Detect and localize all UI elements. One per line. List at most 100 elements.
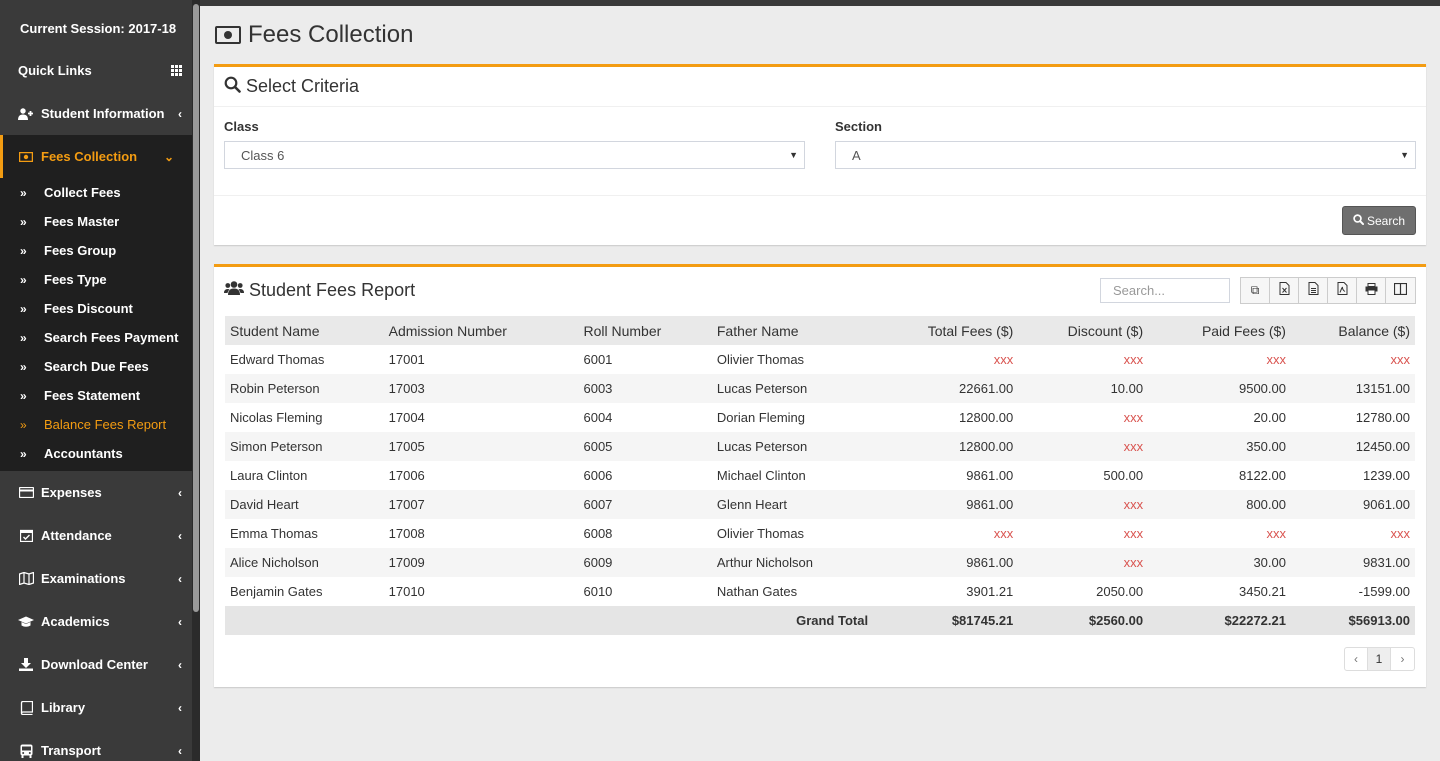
table-cell: Olivier Thomas [716, 526, 805, 541]
search-icon [224, 76, 241, 98]
table-row: Alice Nicholson 17009 6009 Arthur Nicholson… [225, 548, 1415, 577]
download-icon [18, 658, 34, 671]
search-button[interactable]: Search [1341, 206, 1416, 235]
table-cell: 6010 [583, 584, 613, 599]
table-cell: Arthur Nicholson [711, 548, 874, 577]
table-cell: 12780.00 [1355, 410, 1410, 425]
table-cell: xxx [1018, 490, 1149, 519]
submenu-item-label: Fees Statement [44, 388, 141, 403]
table-cell: 13151.00 [1290, 374, 1415, 403]
sidebar-scrollbar[interactable] [192, 0, 200, 761]
bus-icon [18, 744, 34, 758]
column-header[interactable]: Discount ($) [1018, 316, 1149, 345]
submenu-item-fees-discount[interactable]: » Fees Discount [0, 294, 192, 323]
column-header[interactable]: Paid Fees ($) [1148, 316, 1291, 345]
column-header[interactable]: Father Name [711, 316, 874, 345]
quick-links[interactable]: Quick Links [0, 49, 200, 92]
column-header[interactable]: Balance ($) [1290, 316, 1415, 345]
grand-total-paid: $22272.21 [1148, 606, 1291, 635]
calendar-check-icon [18, 529, 34, 542]
csv-button[interactable] [1299, 277, 1328, 303]
pagination-row: ‹ 1 › [214, 635, 1426, 687]
previous-page-button[interactable]: ‹ [1345, 648, 1368, 670]
table-cell: 17001 [388, 352, 425, 367]
sidebar-item-library[interactable]: Library ‹ [0, 686, 200, 729]
table-cell: David Heart [225, 490, 384, 519]
columns-button[interactable] [1386, 277, 1415, 303]
report-tools: Search... ⧉ [1100, 276, 1416, 304]
table-row: David Heart 17007 6007 Glenn Heart 9861.00 xx… [225, 490, 1415, 519]
section-select[interactable]: A ▼ [835, 141, 1416, 169]
excel-button[interactable] [1270, 277, 1299, 303]
table-cell: Robin Peterson [225, 374, 384, 403]
submenu-item-accountants[interactable]: » Accountants [0, 439, 192, 468]
sidebar-item-attendance[interactable]: Attendance ‹ [0, 514, 200, 557]
columns-icon [1393, 282, 1408, 298]
sidebar-item-transport[interactable]: Transport ‹ [0, 729, 200, 761]
copy-button[interactable]: ⧉ [1241, 277, 1270, 303]
caret-down-icon: ▼ [1400, 150, 1409, 160]
table-cell: Laura Clinton [230, 468, 308, 483]
table-cell: 17006 [388, 468, 425, 483]
table-cell: Lucas Peterson [711, 374, 874, 403]
submenu-item-collect-fees[interactable]: » Collect Fees [0, 178, 192, 207]
table-cell: 9061.00 [1290, 490, 1415, 519]
table-cell: 350.00 [1148, 432, 1291, 461]
submenu-item-label: Search Fees Payment [44, 330, 179, 345]
print-button[interactable] [1357, 277, 1386, 303]
submenu-item-search-due-fees[interactable]: » Search Due Fees [0, 352, 192, 381]
submenu-item-label: Fees Master [44, 214, 120, 229]
submenu-item-search-fees-payment[interactable]: » Search Fees Payment [0, 323, 192, 352]
next-page-button[interactable]: › [1391, 648, 1414, 670]
class-select[interactable]: Class 6 ▼ [224, 141, 805, 169]
table-row: Laura Clinton 17006 6006 Michael Clinton 986… [225, 461, 1415, 490]
submenu-item-fees-statement[interactable]: » Fees Statement [0, 381, 192, 410]
sidebar-item-label: Academics [41, 614, 110, 629]
search-icon [1353, 213, 1364, 228]
submenu-item-fees-type[interactable]: » Fees Type [0, 265, 192, 294]
table-cell: xxx [1123, 526, 1144, 541]
table-cell: Nathan Gates [716, 584, 798, 599]
submenu-item-fees-group[interactable]: » Fees Group [0, 236, 192, 265]
book-icon [18, 700, 34, 715]
sidebar-item-expenses[interactable]: Expenses ‹ [0, 471, 200, 514]
table-cell: 9861.00 [873, 548, 1019, 577]
table-cell: 30.00 [1148, 548, 1291, 577]
criteria-footer: Search [214, 195, 1426, 245]
sidebar-item-academics[interactable]: Academics ‹ [0, 600, 200, 643]
table-row: Edward Thomas 17001 6001 Olivier Thomas xxx x… [225, 345, 1415, 374]
column-header[interactable]: Student Name [225, 316, 384, 345]
sidebar-item-label: Examinations [41, 571, 126, 586]
table-cell: 6004 [583, 410, 613, 425]
submenu-item-balance-fees-report[interactable]: » Balance Fees Report [0, 410, 192, 439]
double-chevron-right-icon: » [20, 185, 27, 200]
table-search-input[interactable]: Search... [1100, 277, 1230, 303]
submenu-item-label: Accountants [44, 446, 123, 461]
table-cell: 17010 [388, 584, 425, 599]
chevron-left-icon: ‹ [1354, 652, 1358, 666]
column-header[interactable]: Admission Number [383, 316, 579, 345]
pdf-button[interactable] [1328, 277, 1357, 303]
sidebar-item-download-center[interactable]: Download Center ‹ [0, 643, 200, 686]
report-title: Student Fees Report [224, 280, 415, 301]
sidebar-item-student-information[interactable]: Student Information ‹ [0, 92, 200, 135]
credit-card-icon [18, 487, 34, 498]
class-field: Class Class 6 ▼ [224, 119, 805, 195]
column-header[interactable]: Roll Number [578, 316, 712, 345]
fees-submenu: » Collect Fees » Fees Master » Fees Group » Fee… [0, 178, 192, 471]
sidebar-item-examinations[interactable]: Examinations ‹ [0, 557, 200, 600]
sidebar-item-label: Attendance [41, 528, 112, 543]
submenu-item-fees-master[interactable]: » Fees Master [0, 207, 192, 236]
chevron-left-icon: ‹ [178, 614, 182, 629]
submenu-item-label: Fees Discount [44, 301, 133, 316]
users-icon [224, 280, 244, 301]
column-header[interactable]: Total Fees ($) [873, 316, 1019, 345]
top-bar [200, 0, 1440, 6]
double-chevron-right-icon: » [20, 301, 27, 316]
page-button[interactable]: 1 [1368, 648, 1391, 670]
sidebar-item-fees-collection[interactable]: Fees Collection ⌄ [0, 135, 192, 178]
sidebar-item-label: Library [41, 700, 86, 715]
sidebar-scrollbar-thumb[interactable] [193, 4, 199, 612]
table-cell: 9831.00 [1290, 548, 1415, 577]
table-cell: 6003 [578, 374, 712, 403]
